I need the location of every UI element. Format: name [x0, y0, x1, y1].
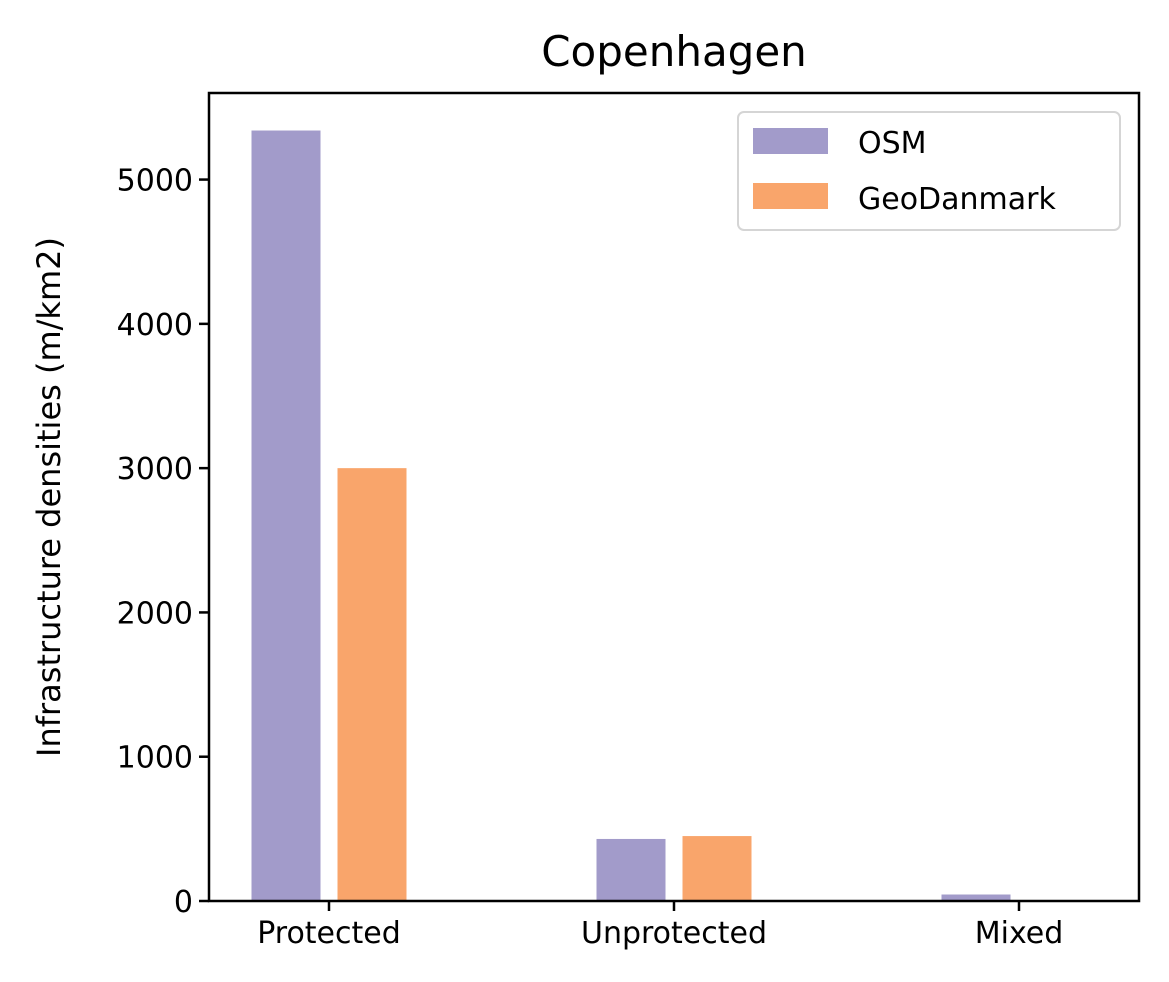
- y-tick-label: 4000: [117, 308, 193, 343]
- legend-box: [737, 111, 1121, 231]
- legend: OSM GeoDanmark: [737, 111, 1121, 231]
- plot-frame: [207, 91, 1141, 903]
- bar-osm-mixed: [941, 894, 1011, 901]
- legend-swatch-geodanmark: [753, 183, 828, 209]
- chart-title: Copenhagen: [541, 27, 807, 76]
- bar-osm-unprotected: [596, 838, 666, 901]
- y-ticks-group: 0 1000 2000 3000 4000 5000: [117, 164, 209, 920]
- y-tick-label: 2000: [117, 596, 193, 631]
- legend-swatch-osm: [753, 128, 828, 154]
- bar-osm-protected: [251, 130, 321, 901]
- y-tick-label: 5000: [117, 164, 193, 199]
- y-tick-label: 3000: [117, 452, 193, 487]
- y-axis-label: Infrastructure densities (m/km2): [30, 237, 68, 757]
- legend-label-osm: OSM: [858, 126, 927, 161]
- x-tick-label: Protected: [257, 916, 401, 951]
- x-ticks-group: Protected Unprotected Mixed: [257, 901, 1063, 951]
- x-tick-label: Unprotected: [581, 916, 767, 951]
- y-tick-label: 0: [174, 885, 193, 920]
- y-tick-label: 1000: [117, 741, 193, 776]
- x-tick-label: Mixed: [975, 916, 1064, 951]
- bar-geodanmark-protected: [337, 468, 407, 901]
- bar-geodanmark-unprotected: [682, 836, 752, 901]
- bars-group: [251, 130, 1011, 901]
- legend-label-geodanmark: GeoDanmark: [858, 182, 1056, 217]
